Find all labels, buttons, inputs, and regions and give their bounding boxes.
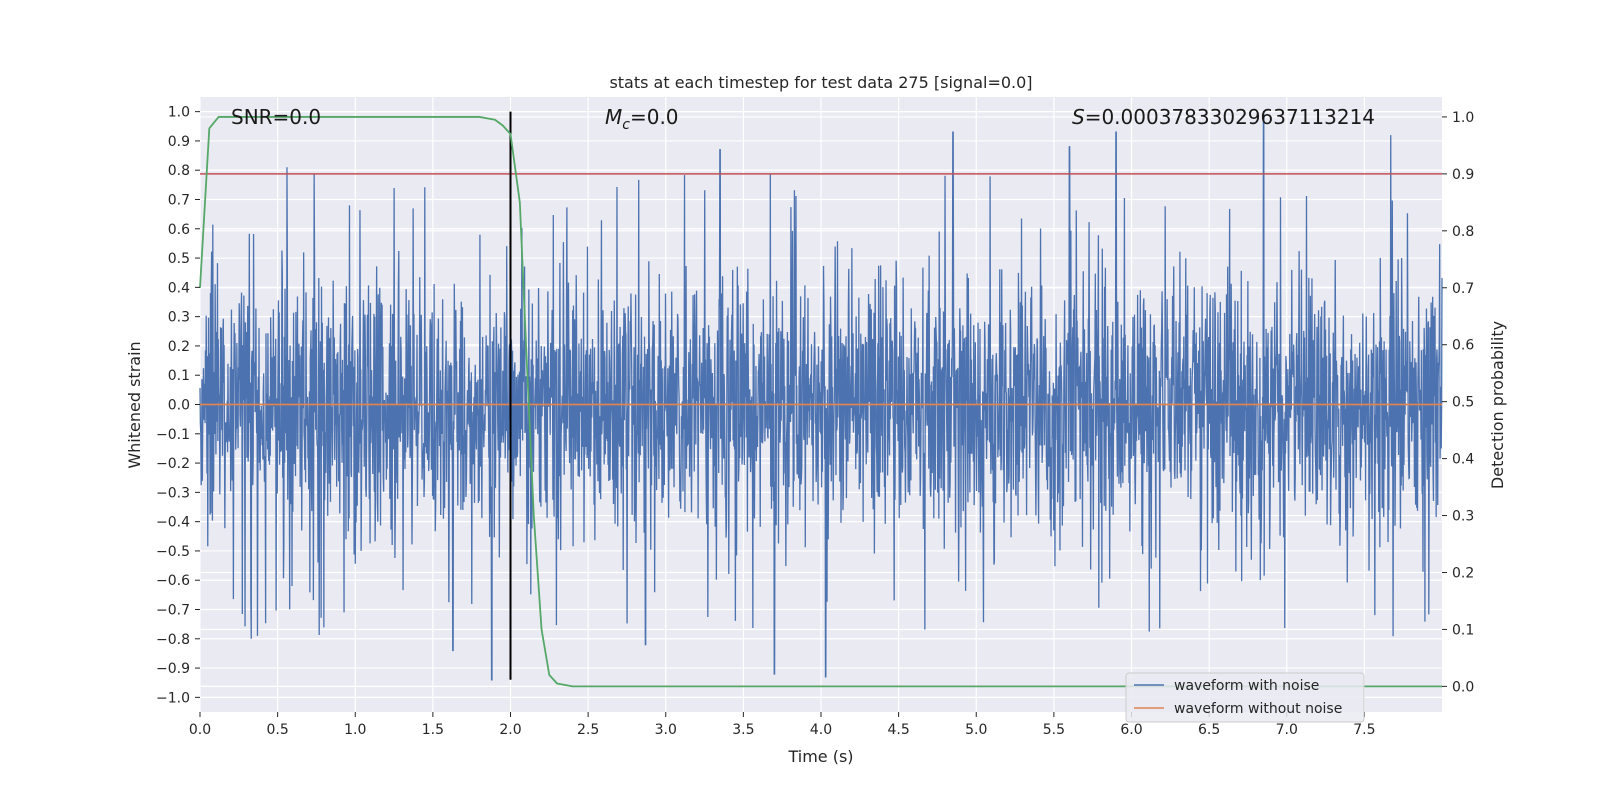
- chirp-mass-annotation: Mc=0.0: [605, 105, 679, 133]
- y-tick-label-left: −0.7: [156, 603, 190, 619]
- x-tick-label: 1.5: [422, 722, 444, 738]
- y-tick-label-left: −0.5: [156, 544, 190, 560]
- y-tick-label-left: 0.3: [168, 310, 190, 326]
- y-tick-label-left: −0.1: [156, 427, 190, 443]
- axes: 0.0 0.5 1.0 1.5 2.0 2.5 3.0 3.5 4.0 4.5 5.0 5.5 6.0 6…: [156, 105, 1474, 738]
- y-tick-label-right: 0.9: [1452, 167, 1474, 183]
- y-tick-label-right: 1.0: [1452, 110, 1474, 126]
- x-tick-label: 2.5: [577, 722, 599, 738]
- y-tick-label-left: 0.9: [168, 134, 190, 150]
- y-tick-label-left: 0.7: [168, 193, 190, 209]
- y-tick-label-left: 0.4: [168, 280, 190, 296]
- chirp-mass-symbol: M: [605, 105, 622, 129]
- chirp-mass-value: =0.0: [630, 105, 679, 129]
- x-axis-label: Time (s): [787, 747, 853, 766]
- legend: waveform with noise waveform without noi…: [1125, 672, 1365, 723]
- y-tick-label-left: 0.5: [168, 251, 190, 267]
- x-tick-label: 5.5: [1043, 722, 1065, 738]
- x-tick-label: 6.5: [1198, 722, 1220, 738]
- y-tick-label-left: −0.2: [156, 456, 190, 472]
- chirp-mass-subscript: c: [622, 117, 630, 133]
- detection-probability-line: [199, 116, 1442, 688]
- x-tick-label: 0.5: [266, 722, 288, 738]
- score-value: =0.00037833029637113214: [1085, 105, 1375, 129]
- y-axis-label-left: Whitened strain: [125, 341, 144, 468]
- y-tick-label-right: 0.2: [1452, 565, 1474, 581]
- y-tick-label-left: −0.9: [156, 661, 190, 677]
- x-tick-label: 4.0: [810, 722, 832, 738]
- y-tick-label-left: 0.8: [168, 163, 190, 179]
- x-tick-label: 0.0: [189, 722, 211, 738]
- score-annotation: S=0.00037833029637113214: [1072, 105, 1375, 129]
- x-tick-label: 2.0: [499, 722, 521, 738]
- y-tick-label-right: 0.4: [1452, 452, 1474, 468]
- legend-box: [1125, 672, 1365, 723]
- x-tick-label: 5.0: [965, 722, 987, 738]
- y-tick-label-left: −1.0: [156, 690, 190, 706]
- x-tick-label: 3.0: [655, 722, 677, 738]
- score-symbol: S: [1072, 105, 1085, 129]
- chart-title: stats at each timestep for test data 275…: [609, 73, 1032, 92]
- y-tick-label-right: 0.3: [1452, 509, 1474, 525]
- waveform-with-noise-line: [199, 110, 1443, 681]
- legend-label-waveform-with-noise: waveform with noise: [1174, 678, 1319, 694]
- y-tick-label-right: 0.5: [1452, 395, 1474, 411]
- x-tick-label: 6.0: [1120, 722, 1142, 738]
- y-tick-label-left: 0.1: [168, 368, 190, 384]
- y-tick-label-right: 0.0: [1452, 679, 1474, 695]
- y-tick-label-right: 0.1: [1452, 622, 1474, 638]
- y-tick-label-left: −0.8: [156, 632, 190, 648]
- snr-annotation: SNR=0.0: [231, 105, 321, 129]
- waveform-with-noise-series: [199, 110, 1443, 681]
- y-tick-label-left: −0.4: [156, 515, 190, 531]
- y-axis-label-right: Detection probability: [1488, 321, 1507, 489]
- y-tick-label-right: 0.6: [1452, 338, 1474, 354]
- y-tick-label-right: 0.7: [1452, 281, 1474, 297]
- x-tick-label: 1.0: [344, 722, 366, 738]
- x-tick-label: 7.0: [1276, 722, 1298, 738]
- x-tick-label: 7.5: [1353, 722, 1375, 738]
- y-tick-label-left: −0.3: [156, 485, 190, 501]
- y-tick-label-right: 0.8: [1452, 224, 1474, 240]
- y-tick-label-left: 0.6: [168, 222, 190, 238]
- x-tick-label: 4.5: [887, 722, 909, 738]
- y-tick-label-left: 1.0: [168, 105, 190, 121]
- y-tick-label-left: 0.2: [168, 339, 190, 355]
- series-layer: [199, 111, 1442, 688]
- y-tick-label-left: 0.0: [168, 398, 190, 414]
- legend-label-waveform-without-noise: waveform without noise: [1174, 701, 1342, 717]
- x-tick-label: 3.5: [732, 722, 754, 738]
- y-tick-label-left: −0.6: [156, 573, 190, 589]
